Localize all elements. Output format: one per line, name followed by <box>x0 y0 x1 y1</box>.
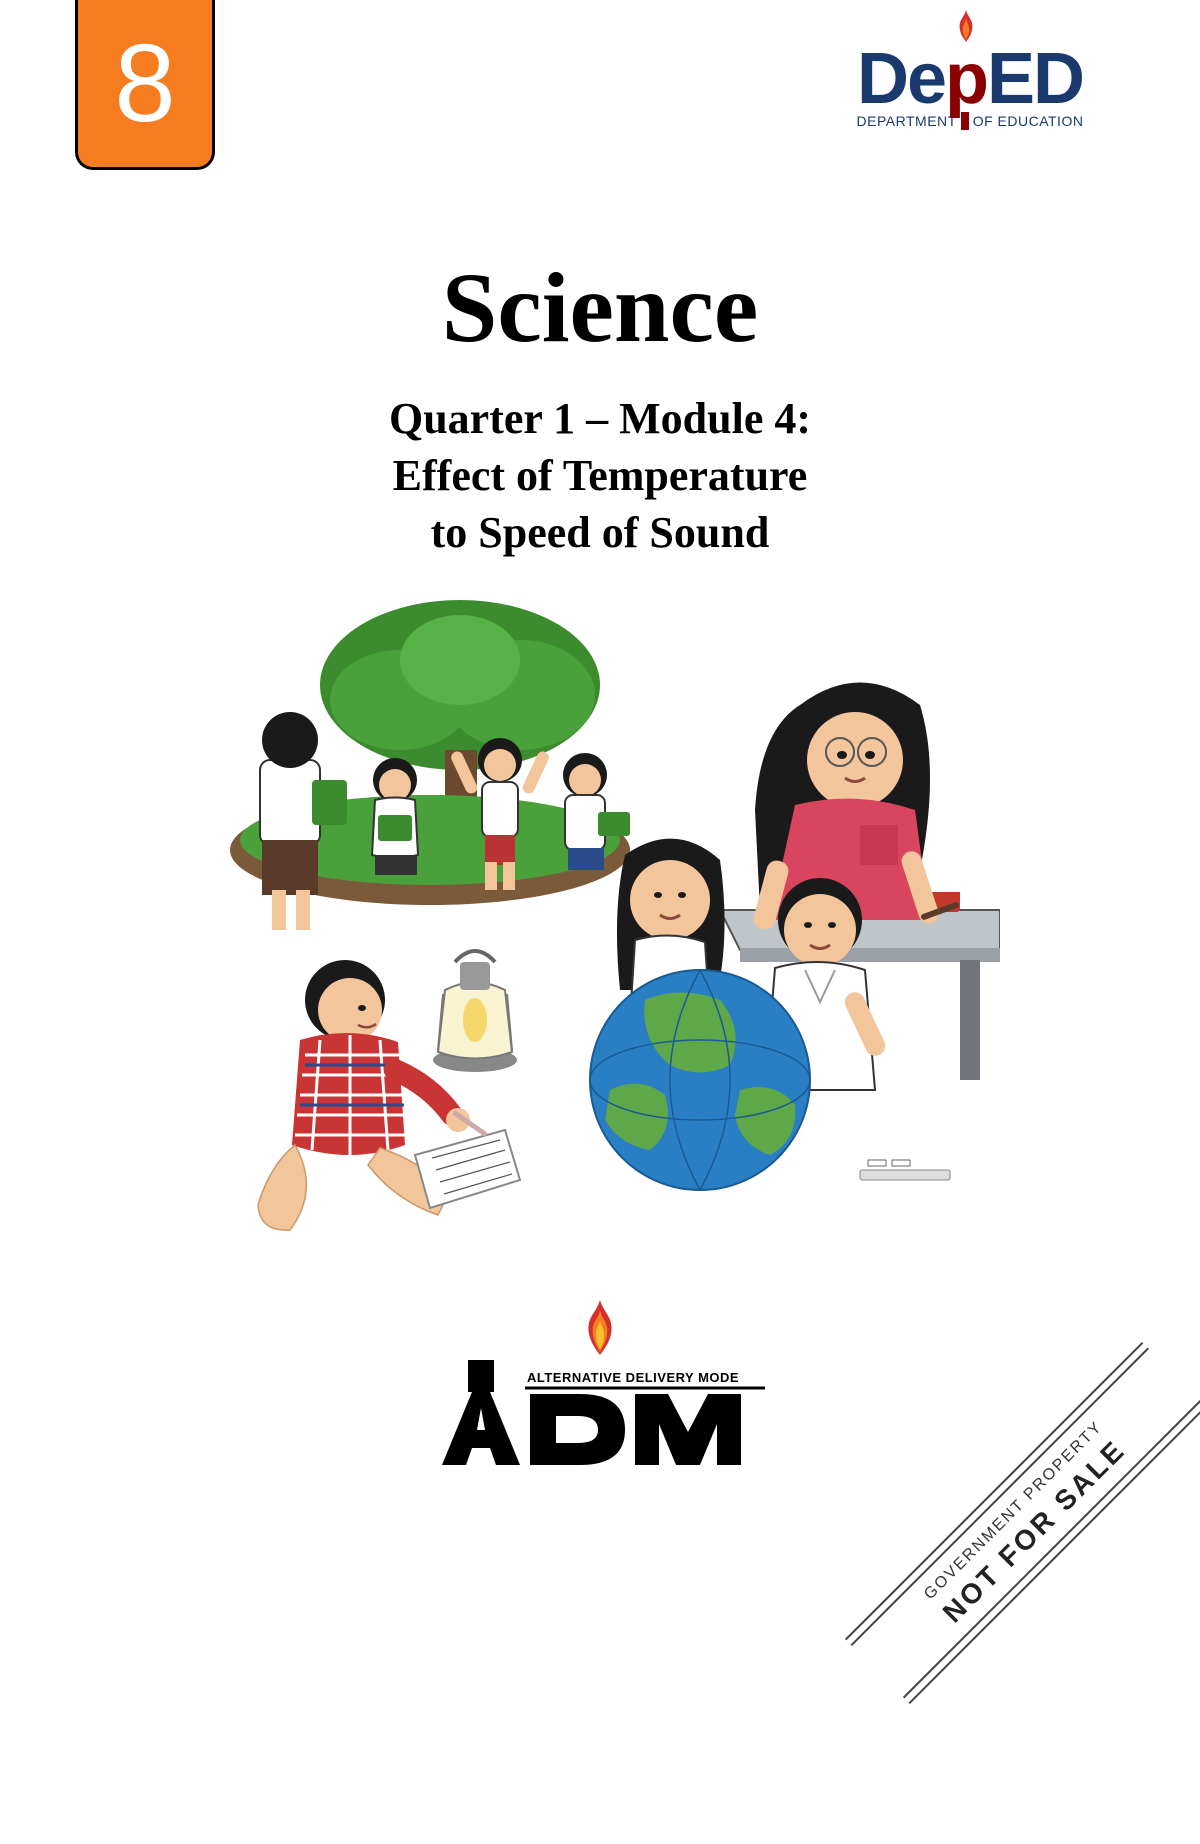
subtitle: Quarter 1 – Module 4: Effect of Temperat… <box>0 390 1200 562</box>
main-title: Science <box>0 250 1200 365</box>
flame-icon <box>954 10 978 42</box>
deped-sub-right: OF EDUCATION <box>973 113 1084 129</box>
corner-stamp: GOVERNMENT PROPERTY NOT FOR SALE <box>753 1250 1200 1844</box>
stamp-rule <box>909 1406 1200 1704</box>
adm-wordmark: ALTERNATIVE DELIVERY MODE <box>430 1360 770 1470</box>
subtitle-line3: to Speed of Sound <box>0 504 1200 561</box>
teacher <box>751 683 960 932</box>
deped-logo: De p ED DEPARTMENT OF EDUCATION <box>810 38 1130 148</box>
deped-p-wrap: p <box>945 38 987 120</box>
deped-ed: ED <box>987 38 1083 120</box>
grade-badge: 8 <box>75 0 215 170</box>
lantern-icon <box>433 951 517 1072</box>
grade-number: 8 <box>114 20 175 147</box>
globe-icon <box>590 970 810 1190</box>
adm-tagline-text: ALTERNATIVE DELIVERY MODE <box>527 1370 739 1385</box>
stamp-line2: NOT FOR SALE <box>875 1372 1195 1692</box>
subtitle-line1: Quarter 1 – Module 4: <box>0 390 1200 447</box>
adm-logo: ALTERNATIVE DELIVERY MODE <box>430 1300 770 1460</box>
deped-de: De <box>857 38 945 120</box>
deped-p: p <box>945 39 987 119</box>
deped-sub-left: DEPARTMENT <box>857 113 957 129</box>
student-sitting-reading <box>372 758 418 875</box>
stamp-rule <box>845 1342 1143 1640</box>
cover-illustration <box>200 590 1000 1270</box>
illustration-svg <box>200 590 1000 1270</box>
stamp-line1: GOVERNMENT PROPERTY <box>859 1356 1169 1666</box>
deped-wordmark: De p ED <box>810 38 1130 120</box>
subtitle-line2: Effect of Temperature <box>0 447 1200 504</box>
adm-flame-icon <box>580 1300 620 1355</box>
